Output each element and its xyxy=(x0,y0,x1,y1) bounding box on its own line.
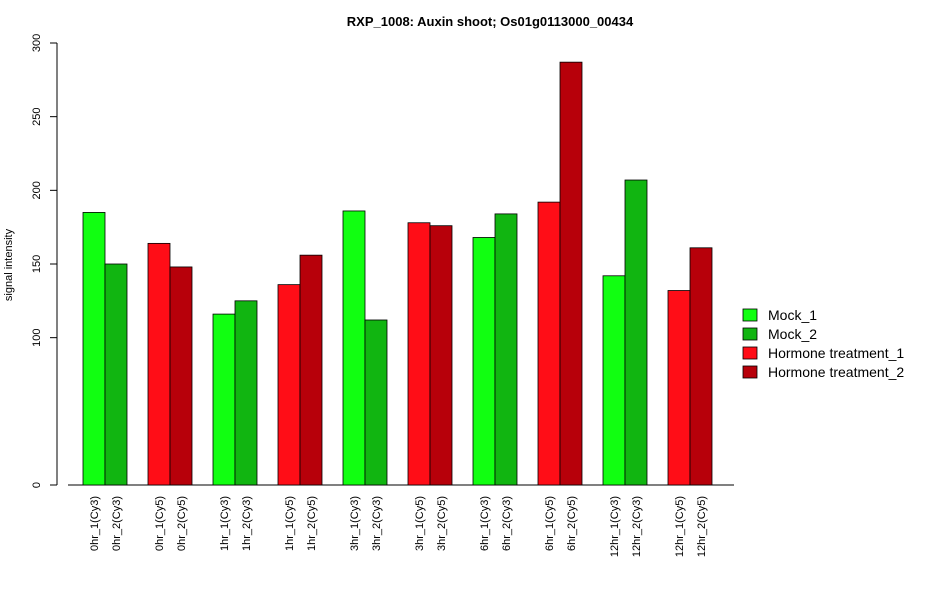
bar-12hr_1(Cy3) xyxy=(602,275,626,486)
x-tick-label: 0hr_2(Cy5) xyxy=(176,496,188,551)
bar-3hr_2(Cy3) xyxy=(364,319,388,486)
bar-0hr_2(Cy5) xyxy=(169,266,193,486)
legend-label: Hormone treatment_2 xyxy=(768,364,904,380)
legend-swatch xyxy=(742,327,758,341)
x-tick-label: 12hr_1(Cy5) xyxy=(674,496,686,557)
x-tick-label: 0hr_1(Cy5) xyxy=(154,496,166,551)
y-tick-label: 200 xyxy=(31,181,43,199)
x-tick-label: 1hr_1(Cy3) xyxy=(219,496,231,551)
legend-label: Mock_2 xyxy=(768,326,817,342)
bar-1hr_2(Cy3) xyxy=(234,300,258,486)
x-tick-label: 1hr_2(Cy5) xyxy=(306,496,318,551)
y-tick-label: 0 xyxy=(31,482,43,488)
legend-label: Hormone treatment_1 xyxy=(768,345,904,361)
x-tick-label: 12hr_2(Cy3) xyxy=(631,496,643,557)
chart-title: RXP_1008: Auxin shoot; Os01g0113000_0043… xyxy=(347,14,634,29)
legend-swatch xyxy=(742,308,758,322)
bar-0hr_1(Cy3) xyxy=(82,212,106,486)
x-tick-label: 1hr_1(Cy5) xyxy=(284,496,296,551)
x-tick-label: 6hr_1(Cy5) xyxy=(544,496,556,551)
bar-6hr_2(Cy3) xyxy=(494,213,518,486)
y-tick-label: 100 xyxy=(31,328,43,346)
bar-3hr_1(Cy5) xyxy=(407,222,431,486)
legend-label: Mock_1 xyxy=(768,307,817,323)
bar-12hr_1(Cy5) xyxy=(667,290,691,486)
x-tick-label: 3hr_1(Cy3) xyxy=(349,496,361,551)
legend-swatch xyxy=(742,365,758,379)
x-tick-label: 3hr_2(Cy3) xyxy=(371,496,383,551)
x-tick-label: 3hr_2(Cy5) xyxy=(436,496,448,551)
x-tick-labels: 0hr_1(Cy3) 0hr_2(Cy3) 0hr_1(Cy5) 0hr_2(Cy5)… xyxy=(89,496,708,557)
x-tick-label: 12hr_1(Cy3) xyxy=(609,496,621,557)
y-axis-label: signal intensity xyxy=(3,228,15,301)
x-tick-label: 6hr_1(Cy3) xyxy=(479,496,491,551)
bar-0hr_1(Cy5) xyxy=(147,242,171,486)
x-tick-label: 12hr_2(Cy5) xyxy=(696,496,708,557)
bar-12hr_2(Cy3) xyxy=(624,179,648,486)
bar-1hr_1(Cy3) xyxy=(212,313,236,486)
x-tick-label: 0hr_1(Cy3) xyxy=(89,496,101,551)
y-tick-label: 300 xyxy=(31,34,43,52)
bar-6hr_2(Cy5) xyxy=(559,61,583,486)
bar-3hr_2(Cy5) xyxy=(429,225,453,486)
bar-1hr_2(Cy5) xyxy=(299,254,323,486)
bars xyxy=(82,61,713,486)
bar-0hr_2(Cy3) xyxy=(104,263,128,486)
x-tick-label: 6hr_2(Cy5) xyxy=(566,496,578,551)
y-tick-label: 150 xyxy=(31,255,43,273)
bar-6hr_1(Cy3) xyxy=(472,237,496,486)
y-axis: 0 100 150 200 250 300 xyxy=(31,34,58,488)
x-tick-label: 0hr_2(Cy3) xyxy=(111,496,123,551)
legend: Mock_1 Mock_2 Hormone treatment_1 Hormone t… xyxy=(742,307,904,380)
y-tick-label: 250 xyxy=(31,107,43,125)
bar-6hr_1(Cy5) xyxy=(537,201,561,486)
legend-swatch xyxy=(742,346,758,360)
bar-3hr_1(Cy3) xyxy=(342,210,366,486)
bar-12hr_2(Cy5) xyxy=(689,247,713,486)
x-tick-label: 1hr_2(Cy3) xyxy=(241,496,253,551)
x-tick-label: 6hr_2(Cy3) xyxy=(501,496,513,551)
x-tick-label: 3hr_1(Cy5) xyxy=(414,496,426,551)
bar-1hr_1(Cy5) xyxy=(277,284,301,486)
